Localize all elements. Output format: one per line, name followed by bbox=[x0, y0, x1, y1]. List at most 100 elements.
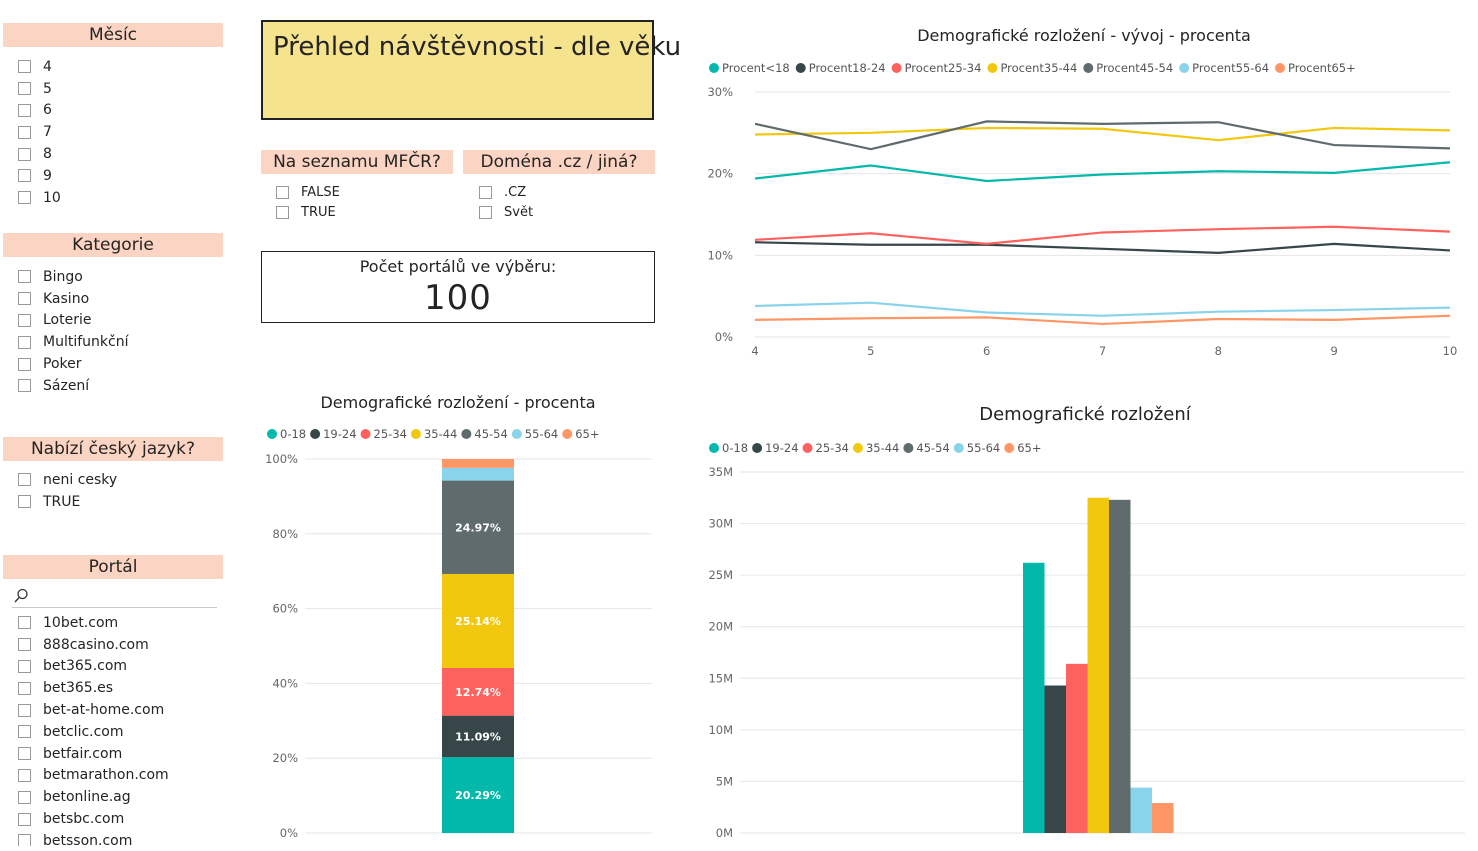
legend-label: Procent45-54 bbox=[1096, 61, 1173, 75]
checkbox[interactable] bbox=[18, 270, 31, 284]
checkbox[interactable] bbox=[18, 313, 31, 327]
checkbox[interactable] bbox=[18, 335, 31, 349]
slicer-item-label: Sázení bbox=[43, 377, 90, 394]
slicer-month-item[interactable]: 7 bbox=[18, 121, 218, 143]
checkbox[interactable] bbox=[18, 790, 31, 804]
x-tick-label: 5 bbox=[867, 344, 874, 358]
checkbox[interactable] bbox=[18, 147, 31, 161]
slicer-month-item[interactable]: 5 bbox=[18, 78, 218, 100]
slicer-portal-item[interactable]: betsson.com bbox=[18, 830, 218, 846]
slicer-month-item[interactable]: 6 bbox=[18, 100, 218, 122]
data-label: 11.09% bbox=[455, 730, 501, 743]
legend-label: 19-24 bbox=[765, 441, 798, 455]
checkbox[interactable] bbox=[18, 103, 31, 117]
slicer-item-label: betsbc.com bbox=[43, 811, 125, 828]
legend-marker bbox=[987, 63, 998, 73]
legend-marker bbox=[511, 429, 522, 439]
checkbox[interactable] bbox=[18, 703, 31, 717]
legend-marker bbox=[795, 63, 806, 73]
checkbox[interactable] bbox=[479, 206, 492, 220]
slicer-portal-item[interactable]: bet365.com bbox=[18, 656, 218, 678]
checkbox[interactable] bbox=[18, 725, 31, 739]
slicer-portal-item[interactable]: 10bet.com bbox=[18, 612, 218, 634]
slicer-category-item[interactable]: Bingo bbox=[18, 266, 218, 288]
legend-marker bbox=[709, 443, 719, 453]
checkbox[interactable] bbox=[18, 60, 31, 74]
legend-label: Procent55-64 bbox=[1192, 61, 1269, 75]
slicer-portal-item[interactable]: bet-at-home.com bbox=[18, 699, 218, 721]
slicer-item-label: neni cesky bbox=[43, 471, 118, 488]
legend-marker bbox=[562, 429, 573, 439]
slicer-portal-item[interactable]: betonline.ag bbox=[18, 786, 218, 808]
slicer-item-label: 5 bbox=[43, 80, 52, 97]
checkbox[interactable] bbox=[18, 812, 31, 826]
portal-search-input[interactable] bbox=[12, 607, 217, 608]
slicer-domain-item[interactable]: Svět bbox=[479, 203, 649, 224]
slicer-portal-item[interactable]: betclic.com bbox=[18, 721, 218, 743]
y-tick-label: 5M bbox=[716, 774, 733, 788]
report-title-box: Přehled návštěvnosti - dle věku bbox=[261, 20, 681, 120]
checkbox[interactable] bbox=[18, 379, 31, 393]
checkbox[interactable] bbox=[18, 82, 31, 96]
legend-label: Procent18-24 bbox=[809, 61, 886, 75]
checkbox[interactable] bbox=[18, 357, 31, 371]
checkbox[interactable] bbox=[18, 834, 31, 846]
chart-title: Demografické rozložení - procenta bbox=[320, 393, 595, 412]
slicer-month-item[interactable]: 9 bbox=[18, 165, 218, 187]
legend-label: 45-54 bbox=[474, 427, 507, 441]
checkbox[interactable] bbox=[276, 185, 289, 199]
slicer-category-item[interactable]: Poker bbox=[18, 353, 218, 375]
legend-marker bbox=[1179, 63, 1190, 73]
search-icon[interactable] bbox=[13, 588, 29, 604]
checkbox[interactable] bbox=[479, 185, 492, 199]
slicer-portal-item[interactable]: betsbc.com bbox=[18, 808, 218, 830]
slicer-month-item[interactable]: 10 bbox=[18, 187, 218, 209]
checkbox[interactable] bbox=[276, 206, 289, 220]
slicer-month-header: Měsíc bbox=[3, 23, 223, 47]
slicer-mfcr-item[interactable]: TRUE bbox=[276, 203, 446, 224]
slicer-item-label: TRUE bbox=[43, 493, 81, 510]
bar-55-64 bbox=[1130, 787, 1152, 833]
checkbox[interactable] bbox=[18, 191, 31, 205]
checkbox[interactable] bbox=[18, 747, 31, 761]
slicer-month-item[interactable]: 8 bbox=[18, 143, 218, 165]
slicer-portal-item[interactable]: bet365.es bbox=[18, 677, 218, 699]
checkbox[interactable] bbox=[18, 473, 31, 487]
slicer-category: Bingo Kasino Loterie Multifunkční Poker Sázen… bbox=[18, 266, 218, 397]
legend-marker bbox=[852, 443, 863, 453]
checkbox[interactable] bbox=[18, 616, 31, 630]
y-tick-label: 0% bbox=[280, 826, 298, 840]
slicer-category-item[interactable]: Sázení bbox=[18, 375, 218, 397]
y-tick-label: 40% bbox=[272, 676, 298, 690]
slicer-item-label: 10bet.com bbox=[43, 614, 119, 631]
checkbox[interactable] bbox=[18, 169, 31, 183]
y-tick-label: 20% bbox=[272, 751, 298, 765]
y-tick-label: 80% bbox=[272, 527, 298, 541]
y-tick-label: 25M bbox=[708, 568, 733, 582]
slicer-czech: neni cesky TRUE bbox=[18, 469, 218, 513]
slicer-mfcr-item[interactable]: FALSE bbox=[276, 182, 446, 203]
checkbox[interactable] bbox=[18, 638, 31, 652]
slicer-czech-item[interactable]: neni cesky bbox=[18, 469, 218, 491]
slicer-month-item[interactable]: 4 bbox=[18, 56, 218, 78]
slicer-portal-item[interactable]: betfair.com bbox=[18, 743, 218, 765]
slicer-category-item[interactable]: Loterie bbox=[18, 310, 218, 332]
checkbox[interactable] bbox=[18, 681, 31, 695]
slicer-domain-item[interactable]: .CZ bbox=[479, 182, 649, 203]
slicer-category-item[interactable]: Kasino bbox=[18, 288, 218, 310]
slicer-portal-item[interactable]: 888casino.com bbox=[18, 634, 218, 656]
slicer-month: 4 5 6 7 8 9 10 bbox=[18, 56, 218, 209]
slicer-portal-item[interactable]: betmarathon.com bbox=[18, 765, 218, 787]
slicer-category-item[interactable]: Multifunkční bbox=[18, 331, 218, 353]
legend-marker bbox=[461, 429, 472, 439]
slicer-czech-item[interactable]: TRUE bbox=[18, 491, 218, 513]
legend-label: 0-18 bbox=[722, 441, 748, 455]
checkbox[interactable] bbox=[18, 125, 31, 139]
checkbox[interactable] bbox=[18, 768, 31, 782]
y-tick-label: 0% bbox=[715, 330, 733, 344]
y-tick-label: 100% bbox=[265, 452, 298, 466]
checkbox[interactable] bbox=[18, 292, 31, 306]
checkbox[interactable] bbox=[18, 495, 31, 509]
bar-segment-55-64 bbox=[442, 467, 514, 481]
checkbox[interactable] bbox=[18, 659, 31, 673]
